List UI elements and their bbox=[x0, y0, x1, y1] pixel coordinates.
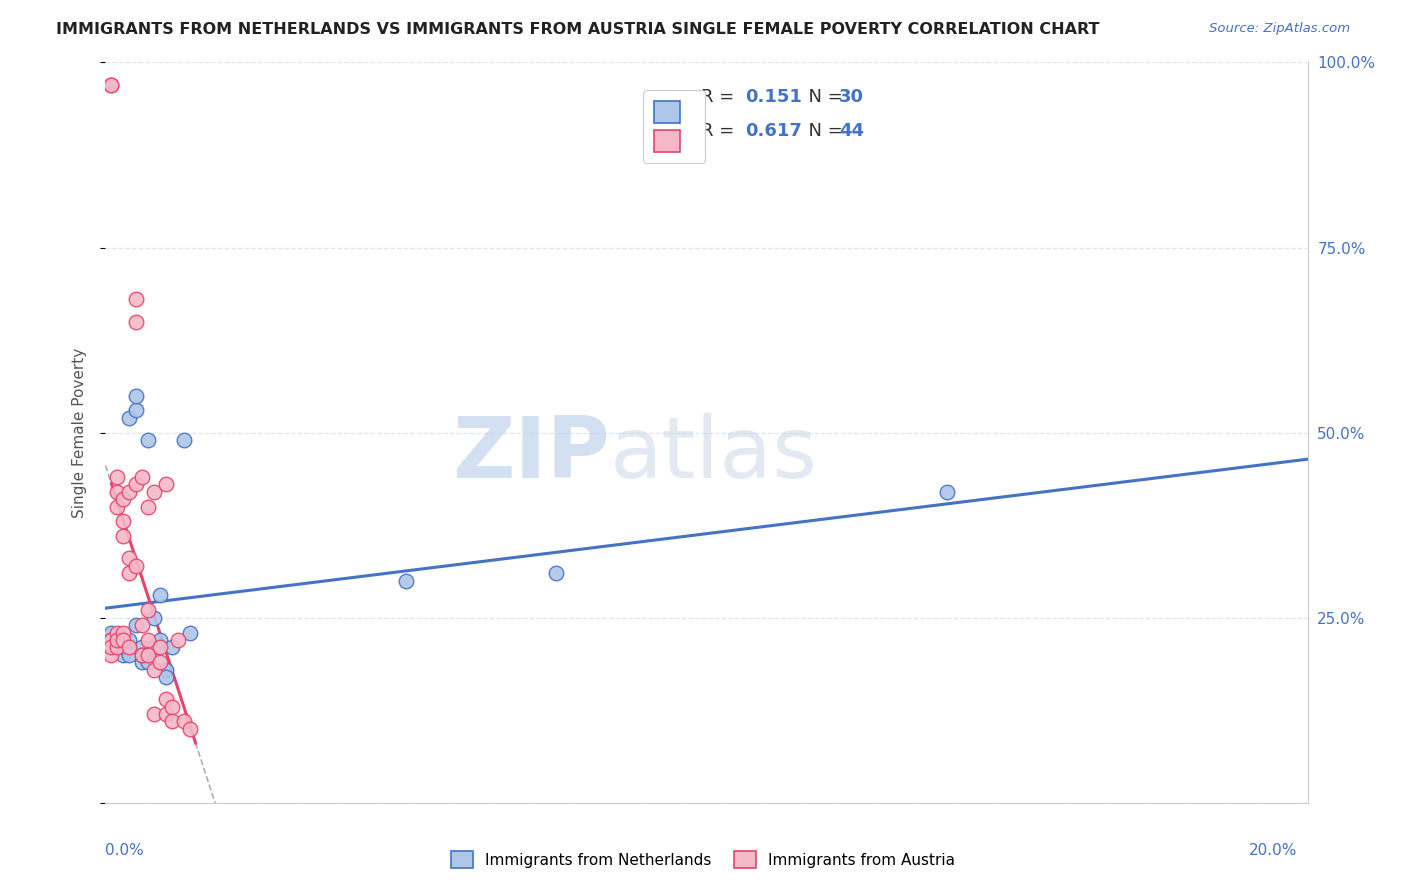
Point bbox=[118, 484, 141, 499]
Point bbox=[142, 640, 165, 655]
Point bbox=[112, 632, 135, 647]
Text: 0.151: 0.151 bbox=[745, 88, 801, 106]
Point bbox=[166, 632, 188, 647]
Text: IMMIGRANTS FROM NETHERLANDS VS IMMIGRANTS FROM AUSTRIA SINGLE FEMALE POVERTY COR: IMMIGRANTS FROM NETHERLANDS VS IMMIGRANT… bbox=[56, 22, 1099, 37]
Text: 44: 44 bbox=[839, 122, 863, 140]
Point bbox=[155, 670, 177, 684]
Point bbox=[131, 470, 153, 484]
Text: 20.0%: 20.0% bbox=[1250, 843, 1298, 858]
Point bbox=[107, 632, 129, 647]
Point bbox=[131, 648, 153, 662]
Point bbox=[142, 610, 165, 624]
Point bbox=[395, 574, 418, 588]
Point bbox=[155, 477, 177, 491]
Point bbox=[155, 706, 177, 721]
Point bbox=[112, 625, 135, 640]
Point bbox=[107, 484, 129, 499]
Point bbox=[155, 692, 177, 706]
Text: 30: 30 bbox=[839, 88, 863, 106]
Point bbox=[142, 484, 165, 499]
Text: atlas: atlas bbox=[610, 413, 818, 496]
Point bbox=[148, 589, 170, 603]
Legend: Immigrants from Netherlands, Immigrants from Austria: Immigrants from Netherlands, Immigrants … bbox=[444, 844, 962, 875]
Point bbox=[124, 618, 146, 632]
Point bbox=[118, 632, 141, 647]
Point bbox=[160, 714, 183, 729]
Text: R =: R = bbox=[700, 88, 740, 106]
Text: N =: N = bbox=[797, 122, 848, 140]
Point bbox=[124, 293, 146, 307]
Point bbox=[100, 648, 122, 662]
Point bbox=[112, 640, 135, 655]
Point bbox=[118, 410, 141, 425]
Text: N =: N = bbox=[797, 88, 848, 106]
Point bbox=[112, 515, 135, 529]
Point bbox=[124, 388, 146, 402]
Point bbox=[136, 632, 159, 647]
Point bbox=[179, 722, 201, 736]
Point bbox=[112, 632, 135, 647]
Point bbox=[936, 484, 959, 499]
Point bbox=[179, 625, 201, 640]
Text: ZIP: ZIP bbox=[453, 413, 610, 496]
Point bbox=[160, 640, 183, 655]
Point bbox=[112, 492, 135, 507]
Point bbox=[124, 403, 146, 417]
Point bbox=[124, 477, 146, 491]
Point bbox=[124, 314, 146, 328]
Point bbox=[112, 648, 135, 662]
Point bbox=[136, 648, 159, 662]
Point bbox=[136, 603, 159, 617]
Point bbox=[112, 529, 135, 543]
Point bbox=[107, 640, 129, 655]
Point bbox=[107, 632, 129, 647]
Point bbox=[148, 655, 170, 669]
Point bbox=[107, 500, 129, 514]
Point bbox=[107, 625, 129, 640]
Point bbox=[131, 618, 153, 632]
Point bbox=[148, 632, 170, 647]
Point bbox=[118, 551, 141, 566]
Point bbox=[136, 500, 159, 514]
Text: R =: R = bbox=[700, 122, 740, 140]
Text: 0.617: 0.617 bbox=[745, 122, 801, 140]
Point bbox=[546, 566, 568, 581]
Point bbox=[118, 566, 141, 581]
Point bbox=[124, 558, 146, 573]
Text: 0.0%: 0.0% bbox=[105, 843, 145, 858]
Point bbox=[107, 640, 129, 655]
Point bbox=[155, 663, 177, 677]
Point bbox=[100, 78, 122, 92]
Point bbox=[142, 706, 165, 721]
Point bbox=[148, 640, 170, 655]
Point bbox=[118, 648, 141, 662]
Point bbox=[100, 632, 122, 647]
Point bbox=[173, 714, 195, 729]
Point bbox=[100, 632, 122, 647]
Point bbox=[131, 648, 153, 662]
Point bbox=[100, 78, 122, 92]
Y-axis label: Single Female Poverty: Single Female Poverty bbox=[72, 348, 87, 517]
Point bbox=[100, 640, 122, 655]
Point bbox=[118, 640, 141, 655]
Point bbox=[136, 655, 159, 669]
Point bbox=[173, 433, 195, 447]
Point bbox=[160, 699, 183, 714]
Legend: , : , bbox=[644, 90, 704, 163]
Point bbox=[136, 433, 159, 447]
Text: Source: ZipAtlas.com: Source: ZipAtlas.com bbox=[1209, 22, 1350, 36]
Point bbox=[107, 470, 129, 484]
Point bbox=[142, 663, 165, 677]
Point bbox=[100, 625, 122, 640]
Point bbox=[131, 655, 153, 669]
Point bbox=[131, 640, 153, 655]
